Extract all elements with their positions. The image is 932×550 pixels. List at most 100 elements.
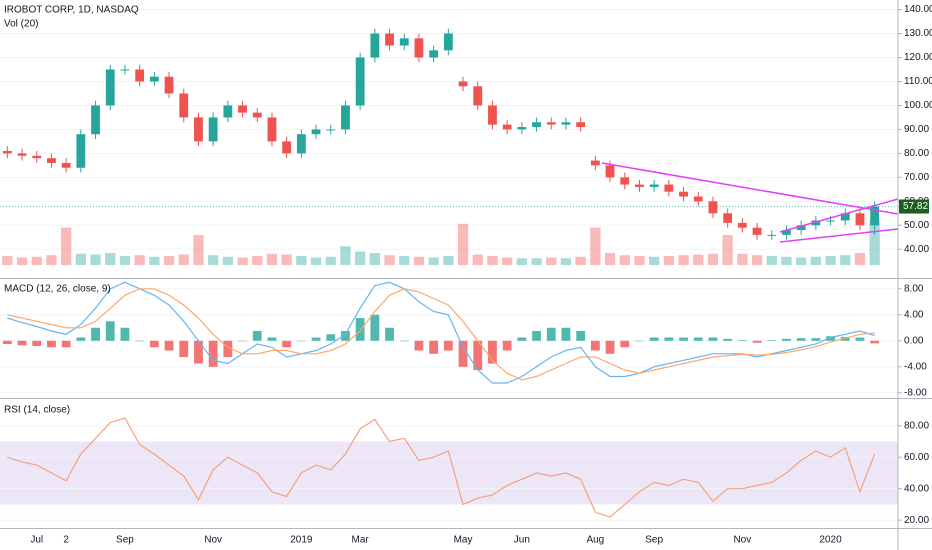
x-tick-label: Sep — [116, 535, 134, 546]
candle-body — [179, 93, 189, 118]
histogram-bar — [135, 340, 145, 342]
volume-label: Vol (20) — [4, 19, 38, 30]
candle-body — [47, 158, 56, 163]
candle-body — [576, 122, 586, 128]
histogram-bar — [252, 331, 262, 341]
candle-body — [826, 220, 835, 222]
histogram-bar — [208, 340, 218, 367]
histogram-bar — [179, 340, 189, 358]
x-tick-label: Nov — [204, 535, 222, 546]
volume-bar — [46, 255, 57, 265]
histogram-bar — [488, 340, 497, 364]
y-tick-label: 70.00 — [904, 172, 929, 183]
volume-bar — [61, 227, 72, 265]
volume-bar — [369, 253, 380, 265]
histogram-bar — [796, 338, 806, 341]
histogram-bar — [223, 340, 233, 358]
candle-body — [105, 69, 115, 106]
histogram-bar — [635, 340, 644, 342]
candle-body — [708, 201, 718, 214]
candle-body — [17, 153, 27, 156]
volume-bar — [149, 256, 160, 265]
volume-bar — [810, 256, 821, 265]
histogram-bar — [737, 340, 747, 341]
y-tick-label: 100.00 — [904, 100, 932, 111]
histogram-bar — [61, 340, 71, 348]
candle-body — [296, 134, 306, 154]
histogram-bar — [17, 340, 27, 346]
histogram-bar — [767, 340, 777, 341]
y-tick-label: 60.00 — [904, 452, 929, 463]
x-tick-label: Nov — [733, 535, 751, 546]
candle-body — [267, 117, 277, 142]
volume-bar — [825, 256, 836, 265]
candle-body — [238, 105, 247, 113]
volume-bar — [281, 254, 292, 265]
trendline — [779, 228, 899, 243]
histogram-bar — [443, 340, 453, 351]
volume-bar — [604, 253, 616, 265]
volume-bar — [355, 251, 366, 265]
x-tick-label: 2 — [63, 535, 69, 546]
rsi-band — [0, 441, 898, 505]
candle-body — [590, 160, 600, 166]
volume-bar — [487, 256, 498, 265]
candle-body — [135, 69, 145, 82]
histogram-bar — [649, 337, 659, 341]
histogram-bar — [855, 337, 865, 341]
histogram-bar — [238, 340, 247, 342]
volume-bar — [649, 256, 660, 265]
y-tick-label: 8.00 — [904, 283, 924, 294]
volume-bar — [619, 255, 630, 265]
trendline — [601, 162, 899, 215]
histogram-bar — [532, 331, 541, 341]
x-tick-label: Sep — [645, 535, 663, 546]
histogram-bar — [149, 340, 159, 348]
volume-bar — [134, 255, 145, 265]
volume-bar — [325, 256, 336, 265]
histogram-bar — [664, 337, 674, 341]
volume-bar — [310, 257, 322, 265]
x-tick-label: May — [454, 535, 473, 546]
candle-body — [223, 105, 233, 118]
candle-body — [532, 122, 541, 128]
candle-body — [443, 33, 453, 51]
marks-layer — [2, 28, 880, 518]
candle-body — [326, 129, 336, 131]
histogram-bar — [399, 340, 409, 342]
pane-title: MACD (12, 26, close, 9) — [4, 284, 111, 295]
volume-bar — [163, 256, 175, 265]
candle-body — [767, 234, 777, 236]
candle-body — [194, 117, 203, 142]
candle-body — [502, 124, 512, 130]
histogram-bar — [326, 334, 336, 341]
candle-body — [517, 127, 527, 130]
candle-body — [546, 122, 556, 125]
last-price-box — [899, 199, 929, 214]
histogram-bar — [590, 340, 600, 351]
volume-bar — [796, 257, 807, 265]
volume-bar — [840, 255, 851, 265]
histogram-bar — [311, 337, 321, 341]
y-tick-label: 130.00 — [904, 28, 932, 39]
volume-bar — [663, 256, 674, 265]
candle-body — [811, 220, 821, 226]
volume-bar — [384, 255, 395, 265]
candle-body — [605, 165, 615, 178]
candle-body — [796, 225, 806, 231]
candle-body — [341, 105, 350, 130]
candle-body — [120, 69, 130, 71]
y-tick-label: 40.00 — [904, 483, 929, 494]
candle-body — [208, 117, 218, 142]
x-tick-label: 2020 — [819, 535, 842, 546]
candle-body — [164, 76, 174, 94]
y-tick-label: 90.00 — [904, 124, 929, 135]
histogram-bar — [546, 327, 556, 341]
volume-bar — [237, 257, 248, 265]
volume-bar — [90, 254, 101, 265]
histogram-bar — [576, 331, 586, 341]
candle-body — [370, 33, 380, 58]
volume-bar — [457, 223, 469, 265]
candle-body — [561, 122, 571, 125]
